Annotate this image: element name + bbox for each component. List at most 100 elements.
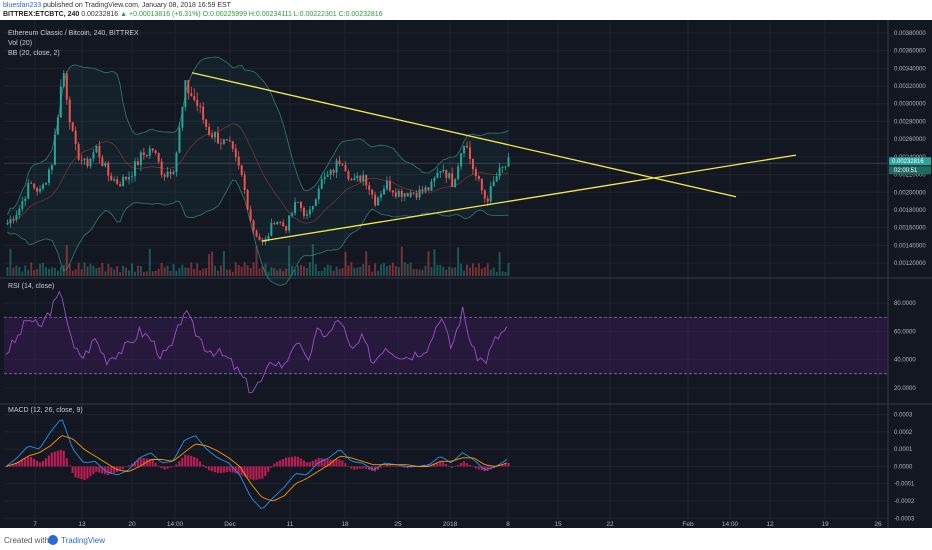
- volume-bar: [205, 268, 208, 276]
- macd-histogram-bar: [252, 466, 255, 481]
- chart-area[interactable]: 0.00380000 0.00360000 0.00340000 0.00320000…: [0, 20, 932, 528]
- macd-histogram-bar: [113, 466, 116, 474]
- volume-bar: [80, 269, 83, 276]
- volume-bar: [385, 266, 388, 276]
- candle-body: [474, 169, 477, 176]
- x-tick-label: 26: [874, 521, 882, 528]
- volume-bar: [216, 270, 219, 276]
- candle-body: [323, 176, 326, 180]
- candle-body: [119, 184, 122, 187]
- rsi-tick-label: 20.0000: [894, 386, 916, 392]
- author-link[interactable]: bluesfan233: [3, 2, 42, 9]
- macd-histogram-bar: [474, 466, 477, 469]
- candle-body: [267, 235, 270, 240]
- price-axis[interactable]: 0.00380000 0.00360000 0.00340000 0.00320000…: [889, 31, 931, 522]
- volume-bar: [427, 251, 430, 276]
- macd-histogram-bar: [276, 461, 279, 467]
- candle-body: [406, 193, 409, 197]
- macd-histogram-bar: [246, 466, 249, 479]
- volume-bar: [184, 267, 187, 276]
- candle-body: [311, 206, 314, 210]
- volume-bar: [338, 269, 341, 276]
- macd-histogram-bar: [130, 463, 133, 467]
- legend-vol: Vol (20): [8, 40, 32, 47]
- macd-histogram-bar: [365, 466, 368, 469]
- volume-bar: [56, 270, 59, 276]
- volume-bar: [501, 271, 504, 276]
- macd-histogram-bar: [320, 458, 323, 467]
- macd-histogram-bar: [201, 464, 205, 467]
- candle-body: [30, 182, 33, 184]
- volume-bar: [83, 262, 86, 276]
- candle-body: [329, 169, 332, 175]
- candle-body: [332, 169, 335, 173]
- candle-body: [344, 165, 347, 172]
- macd-histogram-bar: [382, 465, 385, 467]
- y-tick-label: 0.00320000: [894, 84, 926, 90]
- bollinger-bands: [7, 56, 509, 286]
- candle-body: [80, 159, 83, 161]
- macd-histogram-bar: [35, 460, 39, 467]
- candle-body: [391, 190, 394, 193]
- macd-histogram-bar: [270, 466, 273, 468]
- macd-histogram-bar: [501, 464, 504, 467]
- candle-body: [184, 80, 187, 107]
- x-tick-label: 20: [128, 521, 136, 528]
- y-tick-label: 0.00180000: [894, 208, 926, 214]
- candle-body: [205, 119, 208, 127]
- rsi-tick-label: 60.0000: [894, 329, 916, 335]
- volume-bar: [391, 262, 394, 276]
- volume-bar: [45, 267, 48, 276]
- macd-histogram-bar: [234, 466, 237, 474]
- volume-bar: [451, 267, 454, 276]
- volume-bar: [454, 267, 457, 276]
- candle-body: [216, 132, 219, 144]
- volume-bar: [53, 267, 56, 276]
- candle-body: [371, 189, 374, 195]
- macd-histogram-bar: [190, 456, 193, 467]
- macd-tick-label: -0.0002: [894, 499, 915, 505]
- macd-line: [5, 419, 508, 509]
- macd-histogram-bar: [175, 464, 178, 467]
- volume-bar: [400, 246, 403, 276]
- macd-histogram-bar: [193, 457, 196, 467]
- macd-histogram-bar: [376, 466, 380, 470]
- candle-body: [74, 130, 77, 145]
- x-tick-label: 2018: [443, 521, 458, 528]
- legend-bb: BB (20, close, 2): [8, 50, 60, 57]
- chart-canvas[interactable]: 0.00380000 0.00360000 0.00340000 0.00320000…: [0, 20, 932, 528]
- macd-histogram-bar: [433, 463, 436, 467]
- tradingview-link[interactable]: TradingView: [61, 536, 106, 545]
- macd-histogram-bar: [311, 460, 314, 467]
- x-tick-label: 8: [506, 521, 510, 528]
- trendlines[interactable]: [191, 72, 797, 242]
- macd-histogram-bar: [424, 465, 427, 467]
- macd-histogram-bar: [169, 466, 172, 468]
- time-axis[interactable]: 7 13 20 14:00 Dec 11 18 25 2018 8 15 22 Feb 14:00 12 19…: [33, 521, 882, 528]
- volume-bar: [362, 264, 365, 276]
- candle-body: [468, 147, 471, 159]
- candle-body: [314, 199, 317, 207]
- macd-histogram-bar: [338, 459, 341, 467]
- macd-histogram-bar: [323, 458, 326, 467]
- bb-lower: [7, 179, 509, 286]
- candle-body: [21, 201, 24, 209]
- candle-body: [317, 188, 320, 200]
- volume-bar: [116, 266, 119, 276]
- legend-main: Ethereum Classic / Bitcoin, 240, BITTREX: [8, 30, 139, 37]
- macd-histogram-bar: [92, 466, 95, 475]
- candle-body: [507, 157, 510, 167]
- macd-histogram-bar: [56, 450, 59, 467]
- macd-histogram-bar: [400, 466, 403, 468]
- macd-pane: [5, 419, 510, 509]
- macd-histogram-bar: [77, 466, 80, 479]
- volume-bar: [409, 262, 412, 276]
- macd-histogram-bar: [436, 462, 439, 467]
- candle-body: [308, 209, 311, 215]
- y-tick-label: 0.00160000: [894, 226, 926, 232]
- candle-body: [326, 174, 329, 177]
- candle-body: [305, 214, 308, 216]
- volume-bar: [157, 268, 160, 276]
- macd-histogram-bar: [367, 466, 371, 470]
- candle-body: [116, 179, 119, 185]
